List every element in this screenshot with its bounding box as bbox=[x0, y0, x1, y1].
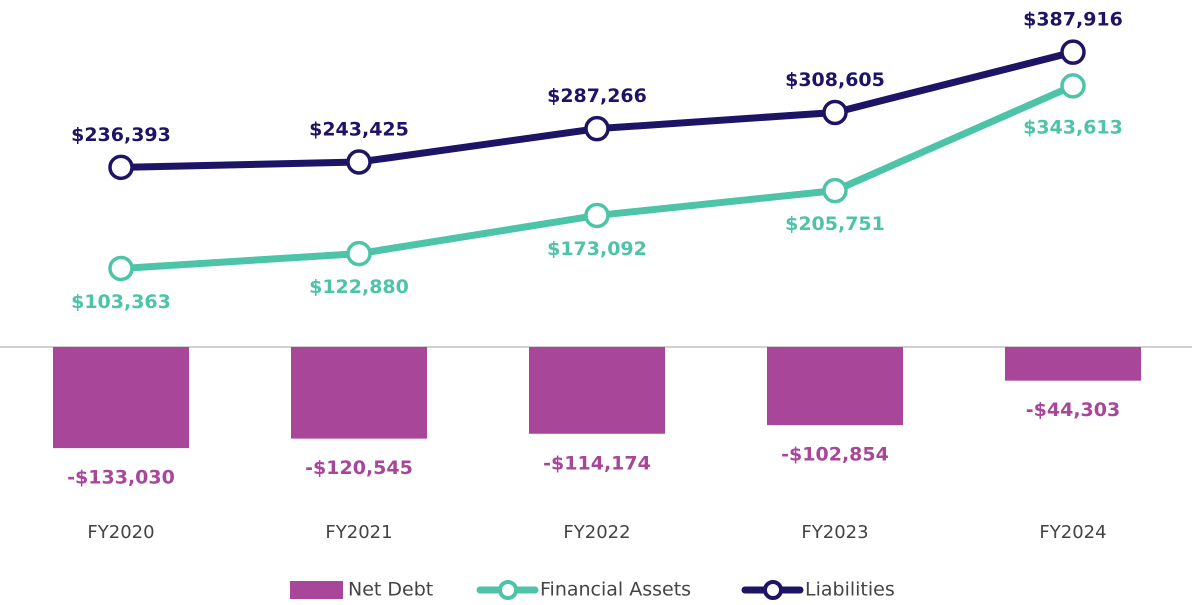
point bbox=[346, 149, 372, 175]
point bbox=[822, 99, 848, 126]
point bbox=[108, 255, 134, 282]
bar bbox=[529, 347, 665, 434]
point bbox=[108, 154, 134, 181]
data-label: -$120,545 bbox=[305, 457, 413, 479]
data-label: $387,916 bbox=[1023, 9, 1123, 31]
data-label: -$44,303 bbox=[1026, 399, 1120, 421]
data-label: $205,751 bbox=[785, 213, 885, 235]
data-label: $287,266 bbox=[547, 85, 647, 107]
data-label: $308,605 bbox=[785, 69, 885, 91]
x-tick-label: FY2022 bbox=[563, 522, 630, 543]
data-label: $243,425 bbox=[309, 118, 409, 140]
legend-swatch bbox=[498, 580, 518, 600]
legend-label: Financial Assets bbox=[540, 579, 691, 601]
x-tick-label: FY2023 bbox=[801, 522, 868, 543]
point bbox=[1060, 39, 1086, 65]
bar bbox=[53, 347, 189, 449]
point bbox=[822, 177, 848, 204]
point bbox=[1060, 73, 1086, 99]
point bbox=[584, 115, 610, 142]
point bbox=[584, 202, 610, 229]
data-label: $122,880 bbox=[309, 276, 409, 298]
legend-label: Liabilities bbox=[805, 579, 895, 601]
data-label: $343,613 bbox=[1023, 116, 1123, 138]
legend-swatch bbox=[763, 580, 783, 600]
data-label: -$102,854 bbox=[781, 444, 889, 466]
data-label: -$133,030 bbox=[67, 467, 175, 489]
point bbox=[346, 240, 372, 267]
data-label: $103,363 bbox=[71, 291, 171, 313]
bar bbox=[1005, 347, 1141, 381]
legend-swatch bbox=[290, 581, 343, 599]
bar bbox=[291, 347, 427, 439]
x-tick-label: FY2024 bbox=[1039, 522, 1106, 543]
x-tick-label: FY2021 bbox=[325, 522, 392, 543]
legend-label: Net Debt bbox=[348, 579, 433, 601]
data-label: $236,393 bbox=[71, 124, 171, 146]
x-tick-label: FY2020 bbox=[87, 522, 154, 543]
data-label: $173,092 bbox=[547, 238, 647, 260]
data-label: -$114,174 bbox=[543, 452, 651, 474]
bar bbox=[767, 347, 903, 426]
